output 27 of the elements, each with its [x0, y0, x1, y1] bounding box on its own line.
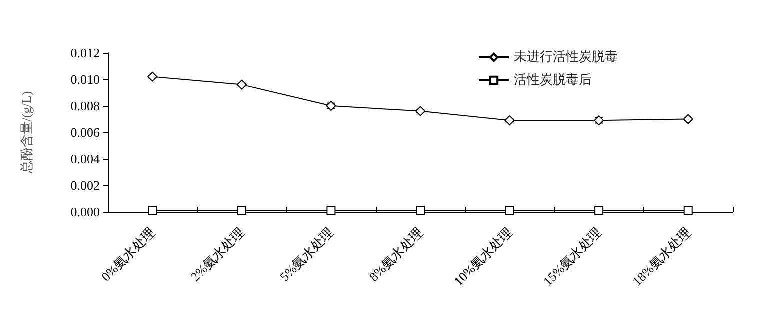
point — [504, 116, 515, 126]
x-tick-label: 5%氨水处理 — [276, 224, 337, 284]
point — [148, 206, 158, 216]
x-tick-label: 10%氨水处理 — [450, 224, 516, 289]
y-tick-label: 0.004 — [70, 152, 100, 166]
point — [594, 206, 604, 216]
y-tick-label: 0.006 — [70, 125, 100, 140]
x-tick-label: 8%氨水处理 — [366, 224, 426, 284]
x-tick-label: 18%氨水处理 — [629, 224, 694, 289]
y-tick-label: 0.010 — [70, 72, 100, 87]
y-axis-title: 总酚含量/(g/L) — [19, 91, 34, 175]
y-tick-label: 0.012 — [70, 46, 100, 60]
y-tick-label: 0.002 — [70, 178, 100, 193]
point — [326, 206, 336, 216]
x-tick-label: 2%氨水处理 — [188, 224, 248, 284]
x-tick-label: 0%氨水处理 — [98, 224, 158, 284]
legend-label: 活性炭脱毒后 — [514, 73, 592, 88]
y-tick-label: 0.008 — [70, 98, 100, 114]
x-tick-label: 15%氨水处理 — [540, 224, 604, 289]
point — [683, 114, 694, 124]
point — [684, 206, 693, 216]
legend-label: 未进行活性炭脱毒 — [514, 50, 618, 65]
point — [236, 80, 247, 90]
y-tick-label: 0.000 — [70, 204, 100, 220]
point — [416, 206, 425, 216]
point — [416, 106, 426, 116]
point — [148, 72, 158, 82]
